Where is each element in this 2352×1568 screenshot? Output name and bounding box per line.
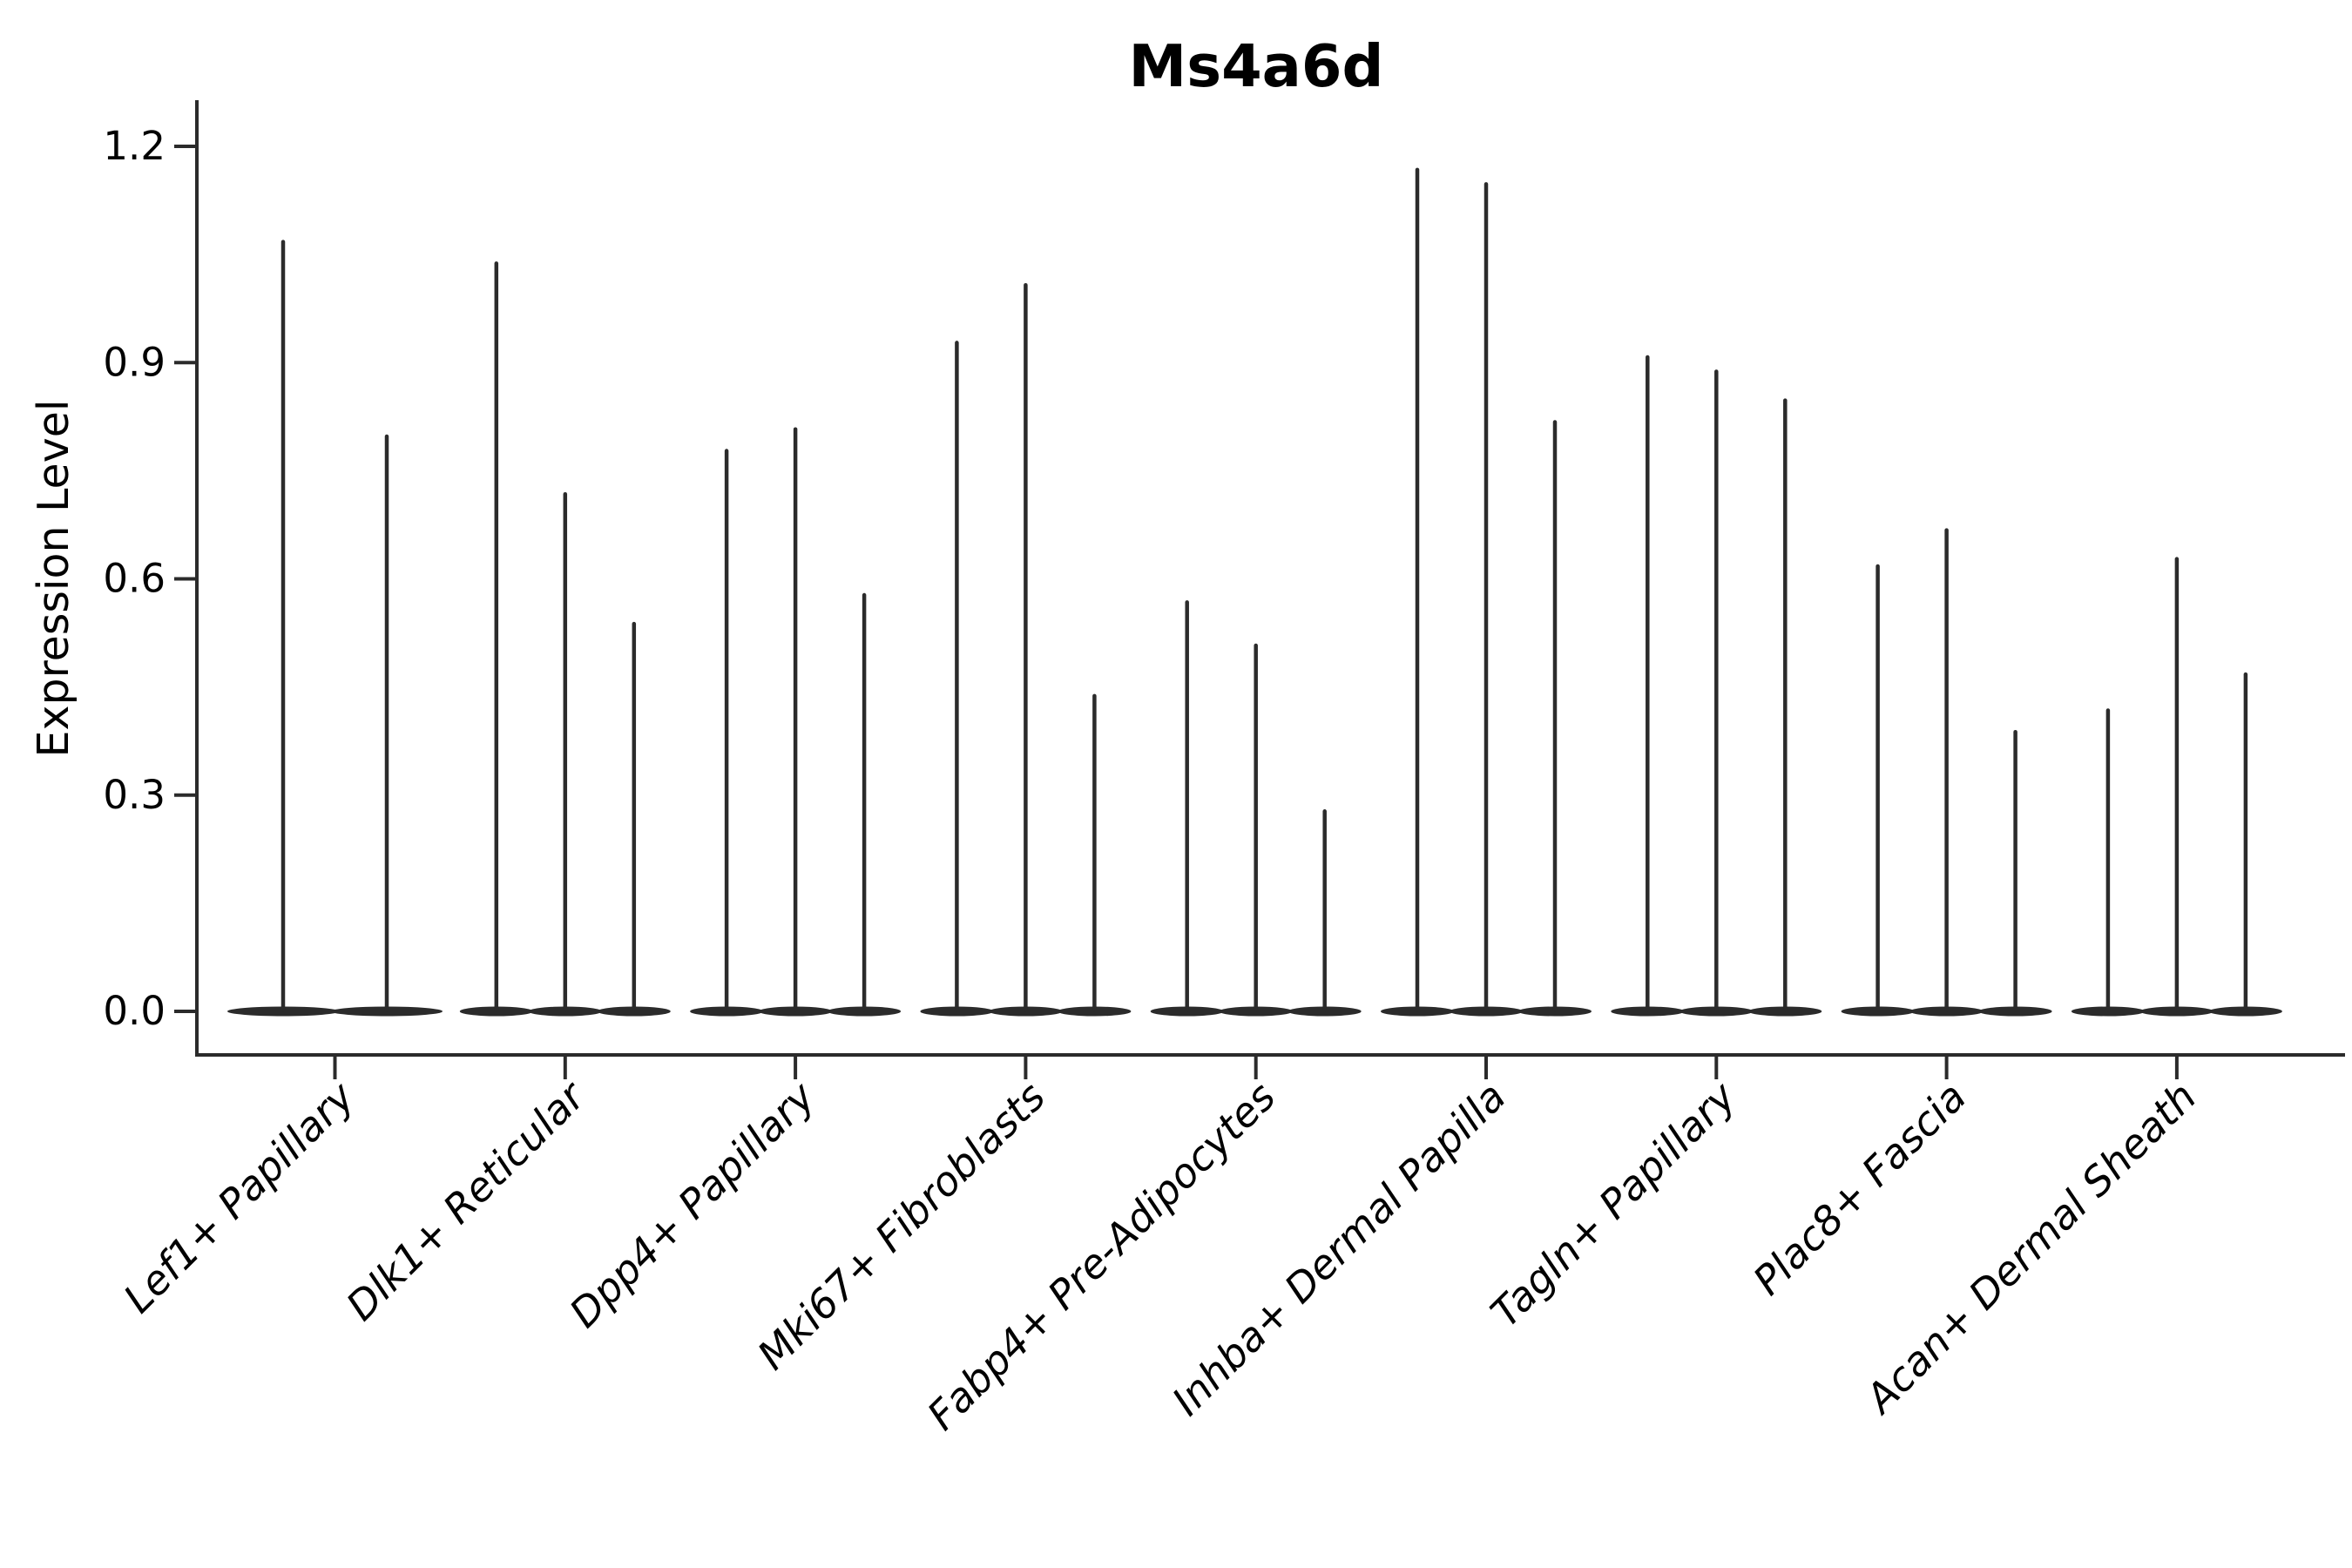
y-tick-label: 0.6: [103, 556, 166, 602]
chart-title: Ms4a6d: [1129, 32, 1384, 100]
y-tick-label: 0.0: [103, 988, 166, 1034]
x-tick-label: Tagln+ Papillary: [1482, 1072, 1746, 1336]
x-tick-label: Dlk1+ Reticular: [337, 1071, 596, 1329]
violin-group: [1611, 355, 1822, 1017]
x-tick-label: Lef1+ Papillary: [114, 1072, 363, 1321]
violin-group: [690, 427, 902, 1017]
violins-layer: [227, 167, 2282, 1017]
violin-group: [459, 261, 671, 1017]
violin-group: [227, 240, 443, 1017]
x-tick-label: Dpp4+ Papillary: [560, 1072, 824, 1336]
y-tick-label: 0.9: [103, 339, 166, 385]
x-tick-label: Plac8+ Fascia: [1744, 1073, 1975, 1304]
axes-layer: [174, 100, 2345, 1079]
y-tick-label: 1.2: [103, 123, 166, 169]
violin-group: [1150, 600, 1362, 1017]
violin-group: [1381, 167, 1592, 1017]
violin-group: [1841, 528, 2052, 1017]
violin-group: [920, 282, 1132, 1017]
violin-group: [2071, 557, 2282, 1017]
y-tick-label: 0.3: [103, 772, 166, 818]
y-axis-label: Expression Level: [29, 400, 78, 758]
